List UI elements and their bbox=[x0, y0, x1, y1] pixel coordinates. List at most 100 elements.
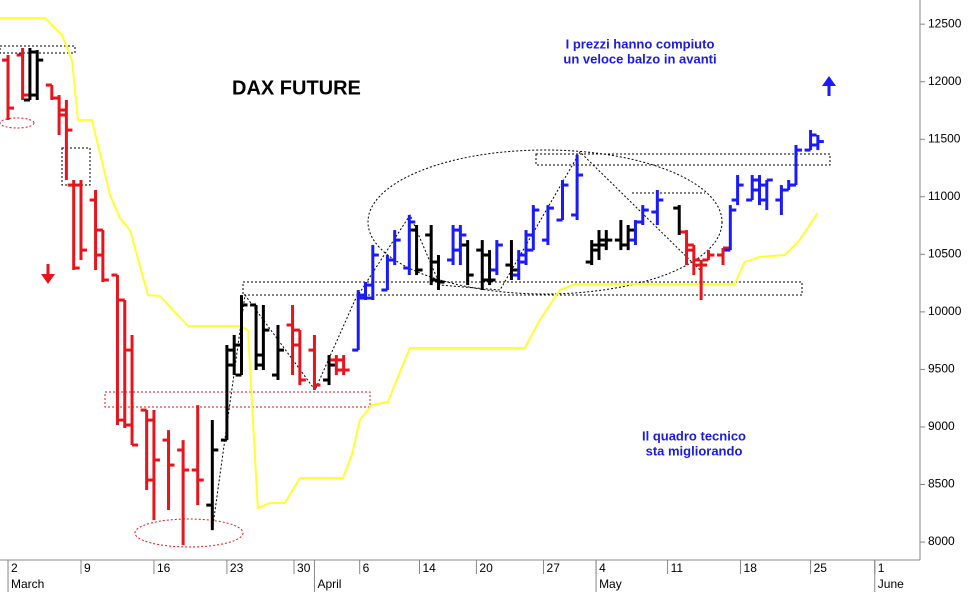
y-tick-label: 11000 bbox=[928, 189, 961, 203]
ohlc-bar bbox=[454, 224, 467, 266]
box bbox=[0, 45, 76, 54]
x-tick-label: 30 bbox=[297, 561, 311, 575]
ohlc-bar bbox=[23, 47, 36, 102]
ohlc-bar bbox=[483, 250, 496, 286]
ohlc-bar bbox=[16, 47, 29, 101]
ohlc-bar bbox=[337, 355, 350, 376]
y-tick-label: 11500 bbox=[928, 131, 961, 145]
ohlc-bar bbox=[257, 304, 270, 370]
ohlc-bar bbox=[191, 405, 204, 506]
trailing-line bbox=[0, 16, 819, 510]
ohlc-bar bbox=[140, 408, 153, 491]
x-tick-label: 16 bbox=[157, 561, 171, 575]
y-tick-label: 8500 bbox=[928, 477, 955, 491]
month-label: May bbox=[599, 577, 622, 591]
x-tick-label: 9 bbox=[84, 561, 91, 575]
ohlc-bar bbox=[147, 410, 160, 521]
ohlc-bar bbox=[651, 190, 664, 225]
ohlc-bar bbox=[592, 230, 605, 260]
arrows bbox=[41, 76, 836, 284]
ohlc-bar bbox=[162, 430, 175, 511]
ohlc-bar bbox=[622, 224, 635, 251]
chart-title: DAX FUTURE bbox=[232, 77, 361, 99]
ohlc-bar bbox=[286, 304, 299, 376]
ohlc-bar bbox=[220, 345, 233, 442]
ohlc-bar bbox=[571, 154, 584, 221]
x-tick-label: 27 bbox=[547, 561, 561, 575]
y-tick-label: 10500 bbox=[928, 247, 962, 261]
ohlc-bar bbox=[271, 324, 284, 381]
ohlc-bar bbox=[74, 179, 87, 260]
ohlc-bar bbox=[308, 335, 321, 391]
box bbox=[104, 391, 371, 408]
ohlc-bar bbox=[541, 205, 554, 246]
ohlc-bar bbox=[432, 255, 445, 291]
month-label: June bbox=[878, 577, 904, 591]
ohlc-bar bbox=[585, 240, 598, 266]
arrow-down-head bbox=[41, 274, 55, 284]
ohlc-bar bbox=[695, 259, 708, 301]
ohlc-bar bbox=[717, 246, 730, 266]
ohlc-bar bbox=[724, 205, 737, 252]
y-tick-label: 9000 bbox=[928, 419, 955, 433]
ohlc-bar bbox=[811, 134, 824, 151]
ohlc-bar bbox=[111, 273, 124, 426]
ellipse bbox=[134, 518, 244, 548]
ohlc-bar bbox=[600, 230, 613, 251]
ohlc-bar bbox=[804, 130, 817, 152]
ohlc-bar bbox=[789, 145, 802, 187]
ohlc-bar bbox=[490, 240, 503, 276]
ohlc-bar bbox=[760, 178, 773, 211]
ohlc-bar bbox=[206, 420, 219, 531]
x-tick-label: 18 bbox=[744, 561, 758, 575]
ohlc-bar bbox=[527, 205, 540, 252]
ohlc-bar bbox=[425, 224, 438, 286]
annotation: sta migliorando bbox=[646, 443, 743, 458]
ohlc-bar bbox=[512, 250, 525, 280]
ohlc-bar bbox=[359, 282, 372, 301]
ohlc-bar bbox=[687, 243, 700, 276]
ohlc-bar bbox=[746, 175, 759, 202]
x-tick-label: 25 bbox=[814, 561, 828, 575]
x-tick-label: 14 bbox=[423, 561, 437, 575]
ohlc-bar bbox=[177, 440, 190, 546]
x-tick-label: 20 bbox=[479, 561, 493, 575]
x-tick-label: 11 bbox=[671, 561, 684, 575]
ellipse bbox=[367, 149, 723, 295]
ohlc-bar bbox=[410, 224, 423, 276]
ohlc-bar bbox=[447, 224, 460, 266]
box bbox=[61, 147, 91, 186]
ohlc-bar bbox=[2, 55, 15, 121]
x-tick-label: 23 bbox=[230, 561, 244, 575]
annotation: I prezzi hanno compiuto bbox=[566, 36, 715, 51]
arrow-up-head bbox=[822, 76, 836, 86]
ohlc-bar bbox=[60, 100, 73, 180]
ohlc-bar bbox=[753, 175, 766, 206]
ohlc-bar bbox=[388, 230, 401, 266]
ohlc-bar bbox=[680, 230, 693, 266]
ohlc-bar bbox=[702, 250, 715, 262]
ohlc-bar bbox=[330, 355, 343, 376]
box bbox=[535, 153, 831, 166]
ohlc-bar bbox=[461, 240, 474, 286]
ohlc-bar bbox=[250, 303, 263, 370]
ohlc-bar bbox=[96, 228, 109, 283]
ohlc-bar bbox=[235, 295, 248, 377]
ohlc-bar bbox=[366, 245, 379, 301]
ohlc-bar bbox=[293, 328, 306, 386]
month-label: March bbox=[11, 577, 44, 591]
month-label: April bbox=[317, 577, 341, 591]
ohlc-bar bbox=[323, 355, 336, 386]
x-tick-label: 6 bbox=[363, 561, 370, 575]
box bbox=[242, 281, 803, 296]
ohlc-bar bbox=[476, 240, 489, 291]
ohlc-bar bbox=[89, 190, 102, 270]
ohlc-bar bbox=[67, 179, 80, 270]
x-tick-label: 1 bbox=[878, 561, 885, 575]
ohlc-bar bbox=[556, 179, 569, 222]
y-tick-label: 12000 bbox=[928, 74, 962, 88]
ohlc-bar bbox=[118, 298, 131, 428]
ohlc-bar bbox=[31, 50, 44, 101]
